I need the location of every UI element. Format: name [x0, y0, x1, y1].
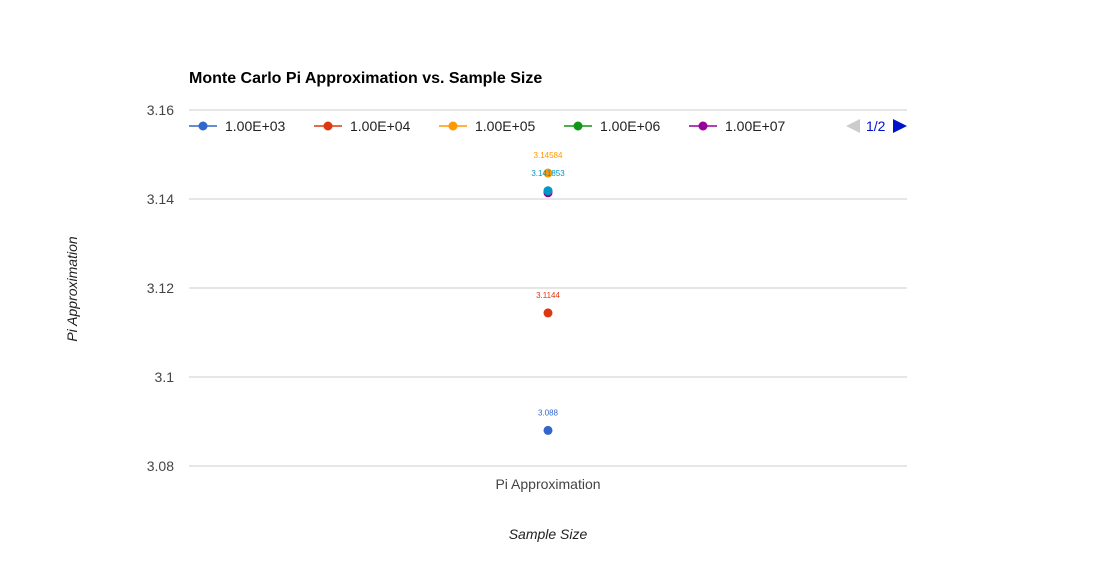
gridlines	[189, 109, 907, 467]
x-axis-title: Sample Size	[509, 526, 588, 542]
legend-item[interactable]: 1.00E+04	[314, 118, 411, 134]
data-point[interactable]	[543, 425, 553, 435]
legend-page-label: 1/2	[866, 118, 886, 134]
legend-label: 1.00E+07	[725, 118, 786, 134]
legend-label: 1.00E+05	[475, 118, 536, 134]
y-tick-label: 3.14	[147, 191, 174, 207]
data-point[interactable]	[543, 186, 553, 196]
legend-marker	[573, 121, 583, 131]
data-label: 3.141853	[531, 169, 565, 178]
legend-item[interactable]: 1.00E+03	[189, 118, 286, 134]
data-point[interactable]	[543, 168, 553, 178]
legend-label: 1.00E+03	[225, 118, 286, 134]
legend-marker	[698, 121, 708, 131]
legend-marker	[198, 121, 208, 131]
plot-area: 3.088 3.1144 3.14584 3.141853	[531, 151, 565, 435]
legend-item[interactable]: 1.00E+05	[439, 118, 536, 134]
legend: 1.00E+03 1.00E+04 1.00E+05 1.00E+06 1.00E+07	[189, 118, 786, 134]
legend-marker	[448, 121, 458, 131]
y-axis-title: Pi Approximation	[64, 236, 80, 342]
x-axis-ticks: Pi Approximation	[495, 476, 600, 492]
data-label: 3.1144	[536, 291, 560, 300]
legend-pager: 1/2	[846, 118, 907, 134]
legend-marker	[323, 121, 333, 131]
data-label: 3.088	[538, 408, 559, 417]
y-tick-label: 3.08	[147, 458, 174, 474]
data-point[interactable]	[543, 308, 553, 318]
y-tick-label: 3.16	[147, 102, 174, 118]
data-label: 3.14584	[534, 151, 563, 160]
triangle-right-icon[interactable]	[893, 119, 907, 133]
y-tick-label: 3.12	[147, 280, 174, 296]
chart-title: Monte Carlo Pi Approximation vs. Sample …	[189, 70, 542, 87]
legend-label: 1.00E+06	[600, 118, 661, 134]
x-tick-label: Pi Approximation	[495, 476, 600, 492]
legend-item[interactable]: 1.00E+06	[564, 118, 661, 134]
triangle-left-icon[interactable]	[846, 119, 860, 133]
legend-item[interactable]: 1.00E+07	[689, 118, 786, 134]
y-axis-ticks: 3.08 3.1 3.12 3.14 3.16	[147, 102, 174, 474]
legend-label: 1.00E+04	[350, 118, 411, 134]
y-tick-label: 3.1	[155, 369, 175, 385]
